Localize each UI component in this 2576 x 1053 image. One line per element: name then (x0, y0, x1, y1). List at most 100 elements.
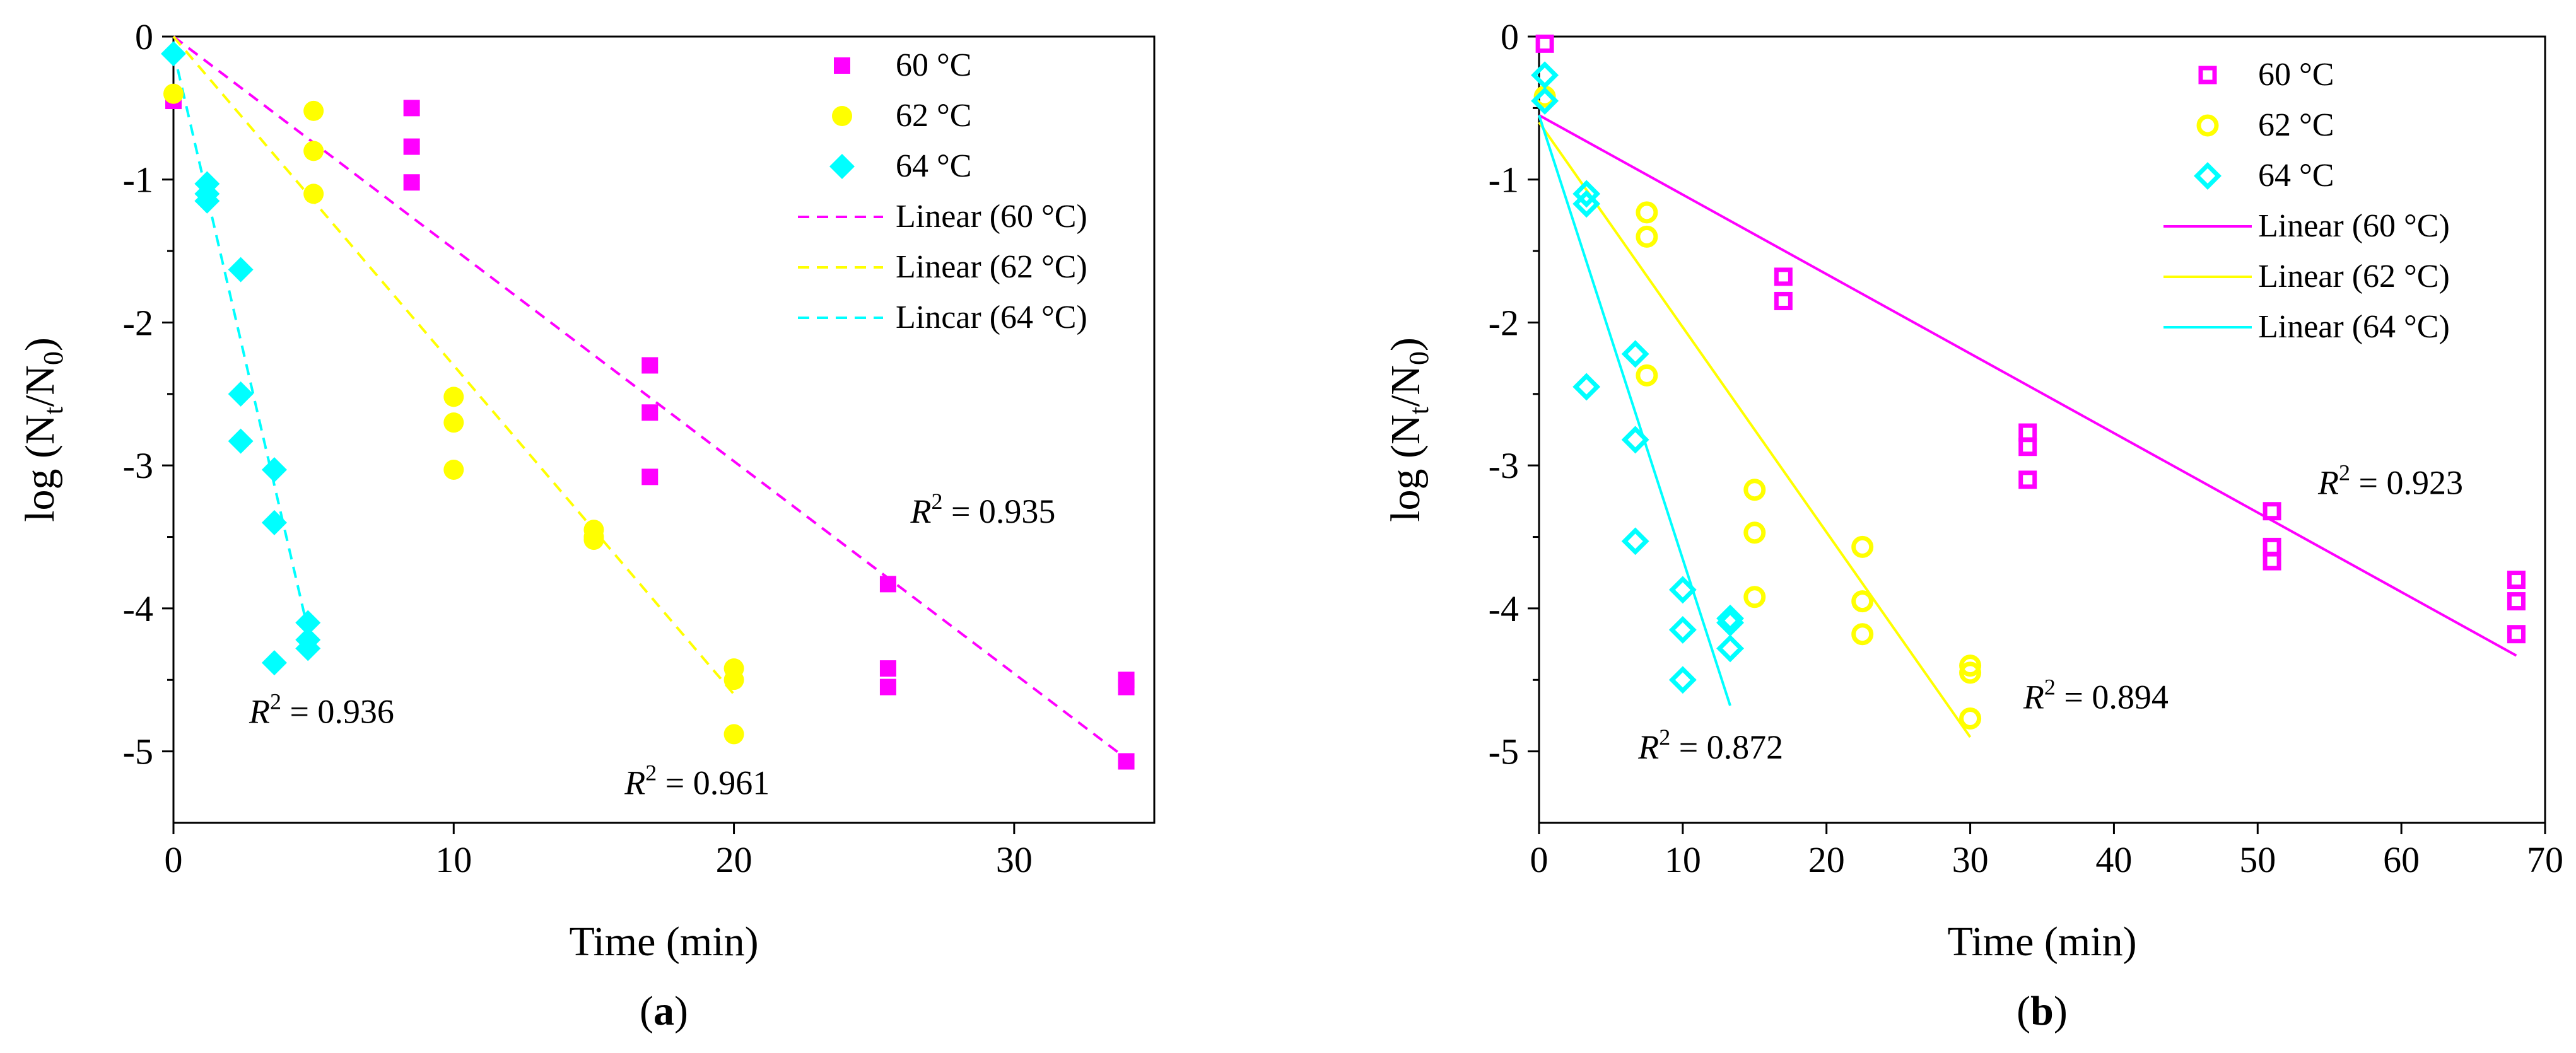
panel-a-data-point (194, 188, 220, 214)
panel-a-r2-annotation-1: R2 = 0.935 (910, 489, 1055, 530)
panel-a-series-3 (161, 41, 321, 676)
panel-b-r2-annotation-1: R2 = 0.923 (2317, 460, 2463, 502)
panel-b-x-tick-label: 30 (1952, 839, 1989, 880)
panel-b-series-2 (1533, 85, 1982, 730)
panel-b-data-point (1572, 373, 1601, 401)
panel-a-data-point (879, 576, 896, 593)
panel-a-legend-marker (834, 57, 850, 74)
panel-a-data-point (403, 174, 420, 191)
panel-b-legend-label: 62 °C (2258, 107, 2334, 143)
panel-a-data-point (641, 404, 659, 421)
panel-a-chart: 0 10 20 30 0 -1 -2 -3 -4 -5 Time (min) log (Nt/N0) R… (17, 16, 1156, 1034)
panel-b-x-tick-label: 70 (2527, 839, 2563, 880)
panel-b-chart: 0 10 20 30 40 50 60 70 0 -1 -2 -3 -4 -5 Time (min) log … (1383, 16, 2563, 1034)
panel-b-legend-marker (2194, 162, 2222, 190)
panel-b-y-tick-label: -5 (1489, 731, 1519, 772)
panel-b-x-tick-label: 0 (1530, 839, 1549, 880)
panel-b-data-point (2018, 470, 2037, 489)
panel-b-x-tick-label: 60 (2383, 839, 2420, 880)
panel-b-data-point (1621, 426, 1649, 454)
panel-a-data-point (295, 610, 321, 636)
panel-b-x-tick-label: 50 (2239, 839, 2276, 880)
panel-b-y-tick-label: -1 (1489, 160, 1519, 201)
panel-a-legend-label: Lincar (64 °C) (896, 300, 1087, 335)
panel-a-data-point (641, 357, 659, 374)
panel-b-data-point (1621, 527, 1649, 556)
panel-b-plot-frame (1538, 35, 2546, 824)
panel-b-x-tick-label: 20 (1808, 839, 1845, 880)
panel-a-data-point (161, 41, 186, 67)
panel-b-data-point (1668, 615, 1697, 644)
panel-a-data-point (228, 428, 254, 454)
panel-a-data-point (261, 509, 287, 535)
panel-b-fit-line-1 (1538, 113, 2517, 657)
panel-a-data-point (443, 387, 464, 407)
panel-a-data-point (228, 257, 254, 282)
panel-b-data-point (1531, 61, 1559, 90)
panel-b-legend-label: Linear (62 °C) (2258, 259, 2450, 294)
panel-a-x-axis-title: Time (min) (569, 919, 758, 965)
panel-b-legend-marker (2198, 66, 2217, 84)
panel-b-series-1 (1535, 34, 2526, 644)
panel-b-y-axis-title: log (Nt/N0) (1383, 337, 1434, 522)
panel-a-data-point (879, 660, 896, 677)
panel-a-series-2 (163, 83, 744, 745)
panel-a-data-point (403, 100, 420, 117)
panel-b-data-point (2263, 537, 2281, 556)
panel-b-legend-label: Linear (60 °C) (2258, 208, 2450, 244)
panel-b-legend-marker (2196, 114, 2219, 137)
panel-b-data-point (1716, 608, 1744, 637)
panel-a-y-tick-label: -3 (123, 445, 153, 486)
panel-a-y-tick-label: -4 (123, 588, 153, 629)
panel-a-data-point (443, 412, 464, 433)
panel-b-data-point (1851, 535, 1874, 558)
panel-a-fit-line-3 (172, 50, 310, 631)
panel-b-data-point (1668, 576, 1697, 604)
panel-b-data-point (1668, 666, 1697, 694)
panel-a-legend-marker (832, 106, 852, 126)
panel-b-data-point (1743, 479, 1766, 501)
panel-a-data-point (641, 468, 659, 486)
panel-b-y-tick-label: -4 (1489, 588, 1519, 629)
panel-b-legend-label: 64 °C (2258, 158, 2334, 194)
panel-a-y-tick-label: -1 (123, 160, 153, 201)
panel-a-y-tick-label: -5 (123, 731, 153, 772)
panel-b-data-point (1572, 180, 1601, 208)
panel-a-y-axis-title: log (Nt/N0) (17, 337, 69, 522)
panel-b-data-point (2263, 502, 2281, 521)
panel-a-r2-annotation-3: R2 = 0.961 (624, 760, 770, 802)
panel-b-data-point (2018, 438, 2037, 457)
panel-b-data-point (1851, 590, 1874, 613)
panel-b-r2-annotation-3: R2 = 0.872 (1637, 724, 1783, 766)
panel-b-legend-label: Linear (64 °C) (2258, 309, 2450, 345)
panel-b-fit-line-3 (1538, 115, 1731, 706)
panel-b-x-tick-label: 10 (1665, 839, 1701, 880)
panel-b-data-point (1959, 654, 1982, 677)
panel-b-label: (b) (2017, 988, 2068, 1034)
panel-a-data-point (1118, 678, 1135, 695)
panel-b-data-point (2507, 592, 2526, 611)
panel-a-x-tick-label: 20 (716, 839, 752, 880)
panel-b-y-tick-label: -2 (1489, 302, 1519, 343)
panel-b-data-point (2263, 552, 2281, 571)
panel-a-legend-label: Linear (60 °C) (896, 199, 1087, 235)
panel-a-plot-frame (172, 35, 1156, 824)
panel-a-y-tick-label: 0 (135, 16, 153, 57)
panel-b-x-tick-label: 40 (2095, 839, 2132, 880)
panel-a-label: (a) (640, 988, 688, 1034)
panel-b-data-point (1636, 201, 1658, 224)
panel-a-fit-line-1 (172, 35, 1127, 760)
panel-b-data-point (1636, 364, 1658, 387)
panel-b-data-point (1959, 661, 1982, 684)
panel-b-data-point (1572, 190, 1601, 218)
panel-b-data-point (1531, 87, 1559, 115)
panel-a-data-point (723, 724, 744, 745)
panel-a-data-point (228, 381, 254, 407)
panel-a-data-point (879, 678, 896, 695)
panel-b-series-3 (1531, 61, 1744, 694)
panel-a-fit-line-2 (172, 35, 735, 695)
panel-b-data-point (1743, 521, 1766, 544)
panel-b-data-point (2018, 423, 2037, 442)
panel-b-legend-label: 60 °C (2258, 57, 2334, 93)
